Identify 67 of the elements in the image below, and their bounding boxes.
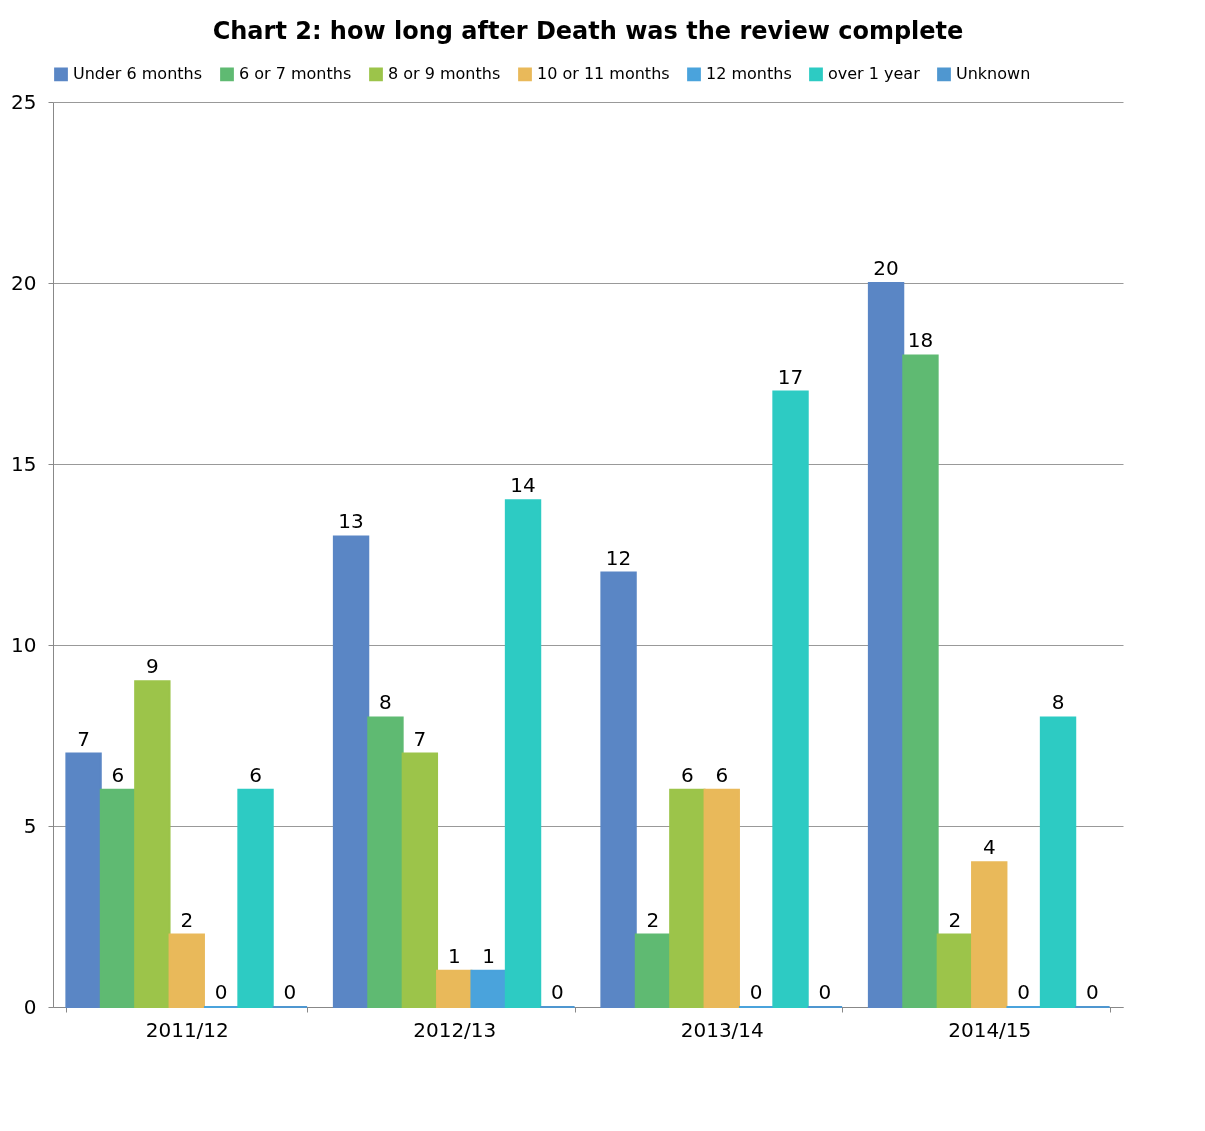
bar [470, 969, 507, 1008]
bar [332, 535, 370, 1008]
data-label: 18 [907, 328, 934, 353]
y-tick-label: 20 [11, 270, 37, 295]
bar [168, 933, 205, 1008]
data-label: 0 [749, 980, 763, 1004]
data-label: 6 [715, 762, 729, 787]
data-label: 8 [1051, 690, 1065, 715]
bar [237, 788, 274, 1008]
data-label: 20 [873, 256, 899, 280]
data-label: 0 [214, 980, 228, 1004]
data-label: 7 [77, 726, 90, 751]
data-label: 7 [413, 726, 427, 751]
data-label: 8 [379, 690, 392, 715]
legend-label: 8 or 9 months [388, 64, 501, 84]
data-label: 2 [646, 907, 660, 932]
data-label: 2 [948, 907, 962, 932]
bar [1039, 716, 1077, 1008]
chart-title: Chart 2: how long after Death was the review complete [212, 17, 964, 45]
data-label: 6 [111, 762, 125, 787]
legend-label: Under 6 months [73, 64, 203, 84]
bar [971, 861, 1008, 1008]
data-label: 12 [605, 545, 632, 570]
x-tick-label: 2012/13 [413, 1017, 497, 1042]
x-tick-label: 2013/14 [680, 1017, 764, 1042]
x-tick-label: 2014/15 [948, 1017, 1032, 1042]
bar [902, 354, 939, 1008]
y-tick-label: 10 [11, 632, 37, 657]
y-tick-label: 25 [11, 89, 37, 114]
data-label: 2 [180, 907, 194, 932]
legend-label: 10 or 11 months [537, 64, 670, 84]
legend-label: over 1 year [828, 64, 921, 84]
data-label: 17 [777, 364, 804, 389]
bar [504, 499, 542, 1008]
legend-label: Unknown [956, 64, 1031, 84]
bar [634, 933, 672, 1008]
data-label: 0 [1017, 980, 1031, 1004]
y-tick-label: 0 [23, 994, 37, 1019]
data-label: 0 [283, 980, 297, 1004]
bar [401, 752, 439, 1008]
bar [703, 788, 740, 1008]
legend-label: 12 months [706, 64, 792, 84]
y-tick-label: 15 [11, 451, 37, 476]
data-label: 1 [447, 943, 461, 968]
data-label: 0 [818, 980, 832, 1004]
data-label: 13 [338, 509, 364, 534]
bar [772, 390, 809, 1008]
data-label: 4 [982, 835, 996, 860]
data-label: 0 [1086, 980, 1099, 1004]
bar [65, 752, 102, 1008]
legend-label: 6 or 7 months [239, 64, 352, 84]
data-label: 9 [145, 654, 159, 679]
y-tick-label: 5 [23, 813, 37, 838]
bar [867, 282, 905, 1008]
data-label: 6 [249, 762, 262, 787]
data-label: 0 [551, 980, 564, 1004]
bar [669, 788, 706, 1008]
data-label: 6 [680, 762, 694, 787]
data-label: 1 [482, 943, 496, 968]
bar [436, 969, 473, 1008]
bar [134, 680, 171, 1008]
x-tick-label: 2011/12 [145, 1017, 229, 1042]
bar [936, 933, 974, 1008]
bar [367, 716, 404, 1008]
bar [600, 571, 637, 1008]
data-label: 14 [510, 473, 536, 498]
bar [99, 788, 137, 1008]
